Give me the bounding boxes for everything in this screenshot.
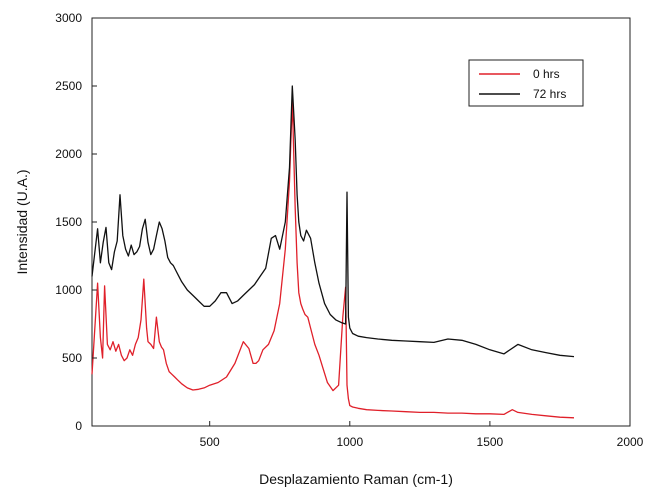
legend-label-72hrs: 72 hrs: [533, 87, 566, 101]
series-layer: [91, 85, 575, 419]
y-tick-label: 2500: [55, 79, 82, 93]
legend-label-0hrs: 0 hrs: [533, 67, 560, 81]
y-tick-label: 500: [62, 351, 82, 365]
x-tick-label: 1500: [477, 435, 504, 449]
y-tick-label: 1500: [55, 215, 82, 229]
series-line-0-hrs: [91, 98, 575, 419]
y-tick-label: 3000: [55, 11, 82, 25]
y-tick-label: 0: [75, 419, 82, 433]
x-tick-label: 1000: [336, 435, 363, 449]
x-axis-title: Desplazamiento Raman (cm-1): [259, 471, 453, 487]
y-tick-label: 1000: [55, 283, 82, 297]
axes-layer: 500 1000 1500 2000 0 500 1000 1500 2000 2500 3000: [55, 11, 643, 449]
x-tick-label: 2000: [617, 435, 644, 449]
legend: 0 hrs 72 hrs: [468, 59, 584, 107]
series-line-72-hrs: [91, 85, 575, 358]
legend-box: [468, 59, 584, 107]
x-tick-label: 500: [200, 435, 220, 449]
y-tick-label: 2000: [55, 147, 82, 161]
y-axis-title: Intensidad (U.A.): [14, 169, 30, 274]
